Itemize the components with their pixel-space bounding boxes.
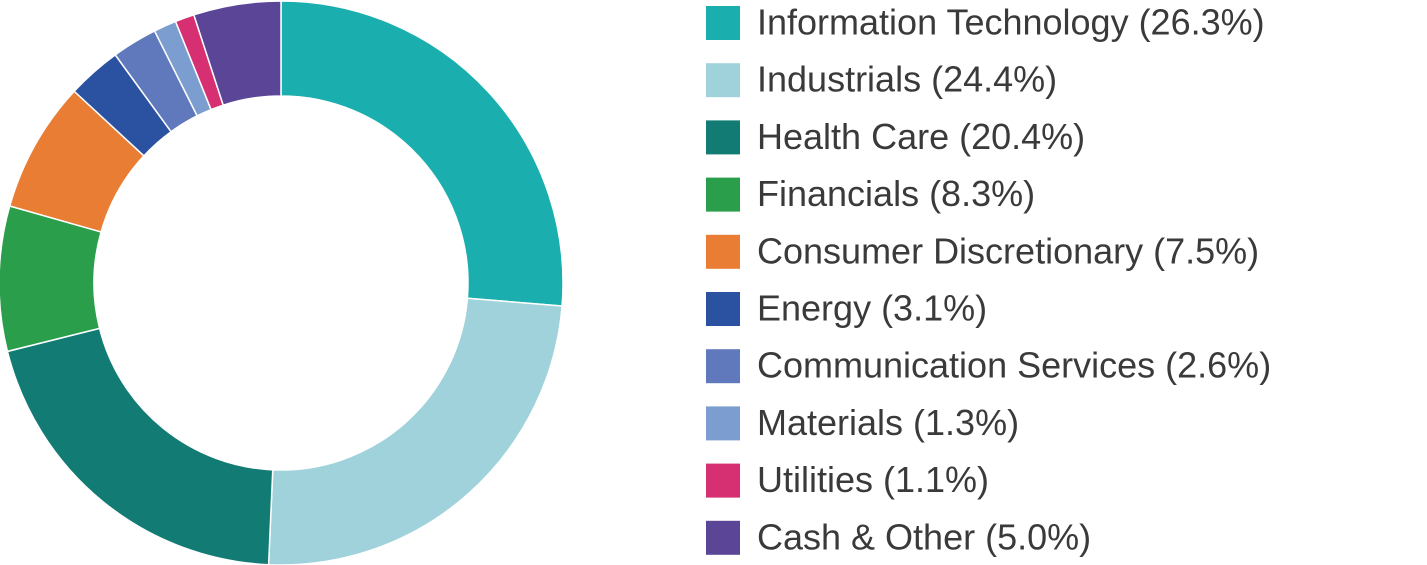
legend-label: Industrials (24.4%) <box>757 59 1057 100</box>
legend-swatch <box>706 292 740 326</box>
legend-label: Communication Services (2.6%) <box>757 345 1271 386</box>
donut-slice <box>267 297 563 565</box>
donut-slice <box>6 327 274 565</box>
donut-slice <box>192 0 282 107</box>
legend-label: Financials (8.3%) <box>757 173 1035 214</box>
legend-label: Information Technology (26.3%) <box>757 2 1265 43</box>
legend-label: Consumer Discretionary (7.5%) <box>757 230 1259 271</box>
legend-label: Energy (3.1%) <box>757 288 987 329</box>
legend-swatch <box>706 6 740 40</box>
legend-label: Health Care (20.4%) <box>757 116 1085 157</box>
legend-label: Utilities (1.1%) <box>757 459 989 500</box>
legend-label: Cash & Other (5.0%) <box>757 516 1091 557</box>
legend-swatch <box>706 120 740 155</box>
donut-slice <box>280 0 564 307</box>
legend-swatch <box>706 177 740 212</box>
legend-label: Materials (1.3%) <box>757 402 1019 443</box>
legend-swatch <box>706 520 740 555</box>
legend-swatch <box>706 63 740 98</box>
legend-swatch <box>706 406 740 441</box>
legend-swatch <box>706 349 740 384</box>
legend-swatch <box>706 463 740 498</box>
legend-swatch <box>706 234 740 269</box>
